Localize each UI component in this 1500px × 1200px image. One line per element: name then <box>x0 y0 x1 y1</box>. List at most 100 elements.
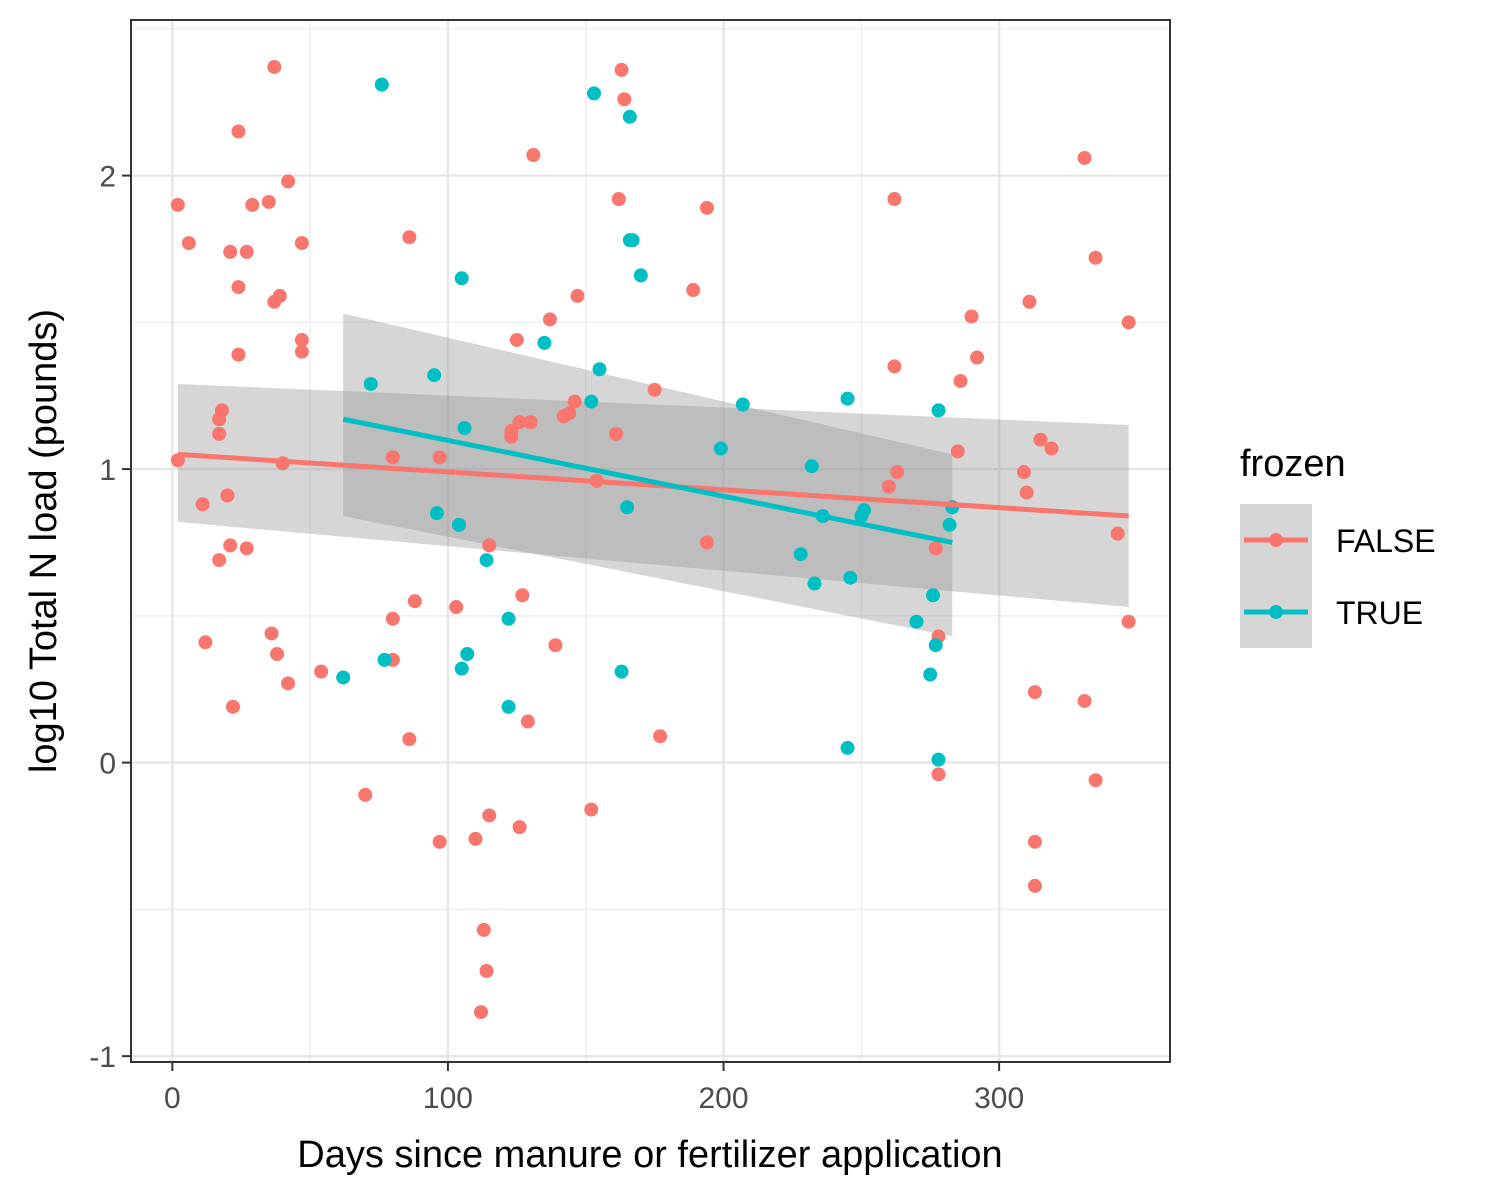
y-tick-label: -1 <box>89 1041 116 1074</box>
data-point-true <box>427 368 442 383</box>
data-point-true <box>909 614 924 629</box>
data-point-false <box>647 382 662 397</box>
data-point-true <box>584 394 599 409</box>
data-point-true <box>454 271 469 286</box>
data-point-true <box>460 647 475 662</box>
legend-label-true: TRUE <box>1336 595 1423 631</box>
panel-border <box>130 19 1171 1063</box>
panel <box>130 19 1171 1063</box>
data-point-false <box>223 538 238 553</box>
data-point-false <box>887 359 902 374</box>
data-point-false <box>482 538 497 553</box>
data-point-false <box>950 444 965 459</box>
data-point-false <box>614 62 629 77</box>
data-point-true <box>537 335 552 350</box>
data-point-false <box>562 406 577 421</box>
data-point-false <box>402 230 417 245</box>
data-point-true <box>942 517 957 532</box>
data-point-false <box>1077 150 1092 165</box>
data-point-true <box>923 667 938 682</box>
data-point-false <box>468 831 483 846</box>
data-point-true <box>843 570 858 585</box>
data-point-false <box>231 280 246 295</box>
data-point-true <box>633 268 648 283</box>
data-point-true <box>931 752 946 767</box>
data-point-false <box>1016 465 1031 480</box>
data-point-false <box>474 1005 489 1020</box>
data-point-false <box>231 124 246 139</box>
data-point-false <box>195 497 210 512</box>
data-point-false <box>198 635 213 650</box>
data-point-false <box>212 553 227 568</box>
data-point-true <box>592 362 607 377</box>
data-point-false <box>432 450 447 465</box>
data-point-true <box>735 397 750 412</box>
data-point-false <box>1088 250 1103 265</box>
data-point-false <box>548 638 563 653</box>
data-point-false <box>294 332 309 347</box>
data-point-false <box>231 347 246 362</box>
data-point-true <box>793 547 808 562</box>
data-point-false <box>526 148 541 163</box>
x-axis: 0 100 200 300 <box>164 1062 1024 1115</box>
x-tick-label: 100 <box>423 1082 473 1115</box>
grid <box>131 20 1170 1062</box>
data-point-false <box>1121 614 1136 629</box>
data-point-false <box>294 236 309 251</box>
data-point-false <box>270 647 285 662</box>
data-point-true <box>451 517 466 532</box>
y-tick-label: 1 <box>99 454 116 487</box>
data-point-true <box>622 109 637 124</box>
data-point-true <box>614 664 629 679</box>
data-point-true <box>931 403 946 418</box>
data-point-false <box>609 426 624 441</box>
data-point-true <box>501 611 516 626</box>
data-point-false <box>449 600 464 615</box>
data-point-false <box>1027 685 1042 700</box>
x-tick-label: 0 <box>164 1082 181 1115</box>
legend-title: frozen <box>1240 443 1346 485</box>
data-point-false <box>294 344 309 359</box>
data-point-false <box>970 350 985 365</box>
data-point-false <box>1110 526 1125 541</box>
data-point-false <box>432 834 447 849</box>
data-point-false <box>281 174 296 189</box>
legend: frozen FALSE TRUE <box>1240 443 1436 648</box>
legend-key-point <box>1269 533 1283 547</box>
data-point-false <box>223 244 238 259</box>
data-point-false <box>611 192 626 207</box>
confidence-band-false <box>177 383 1129 608</box>
data-point-false <box>245 197 260 212</box>
data-point-false <box>512 415 527 430</box>
data-point-true <box>363 376 378 391</box>
data-point-false <box>239 541 254 556</box>
x-tick-label: 200 <box>699 1082 749 1115</box>
data-point-false <box>699 535 714 550</box>
data-point-false <box>385 450 400 465</box>
x-axis-title: Days since manure or fertilizer applicat… <box>297 1134 1002 1176</box>
data-point-false <box>1033 432 1048 447</box>
data-point-true <box>925 588 940 603</box>
data-point-false <box>617 92 632 107</box>
data-point-false <box>512 820 527 835</box>
y-tick-label: 2 <box>99 161 116 194</box>
data-point-false <box>881 479 896 494</box>
legend-key-point <box>1269 605 1283 619</box>
data-point-false <box>1121 315 1136 330</box>
data-point-true <box>804 459 819 474</box>
data-point-false <box>181 236 196 251</box>
trend-line-false <box>177 451 1129 519</box>
x-tick-label: 300 <box>974 1082 1024 1115</box>
data-point-false <box>890 465 905 480</box>
y-tick-label: 0 <box>99 748 116 781</box>
data-point-true <box>429 506 444 521</box>
data-point-true <box>857 503 872 518</box>
data-point-false <box>953 374 968 389</box>
data-point-true <box>620 500 635 515</box>
data-point-false <box>407 594 422 609</box>
legend-label-false: FALSE <box>1336 523 1436 559</box>
data-point-true <box>713 441 728 456</box>
data-point-false <box>584 802 599 817</box>
data-point-false <box>476 922 491 937</box>
